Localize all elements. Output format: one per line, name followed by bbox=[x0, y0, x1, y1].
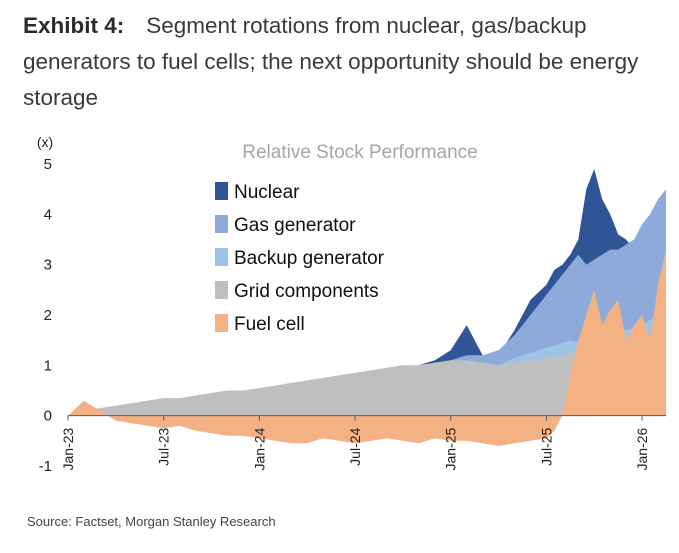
legend-swatch bbox=[215, 281, 228, 299]
y-tick-label: 3 bbox=[44, 257, 52, 274]
exhibit-header: Exhibit 4: Segment rotations from nuclear… bbox=[23, 8, 673, 116]
legend-label: Nuclear bbox=[234, 182, 300, 203]
x-tick-label: Jul-24 bbox=[347, 427, 363, 465]
y-tick-label: 1 bbox=[44, 357, 52, 374]
legend-swatch bbox=[215, 248, 228, 266]
legend-label: Fuel cell bbox=[234, 314, 305, 335]
y-tick-label: 2 bbox=[44, 307, 52, 324]
y-tick-label: 5 bbox=[44, 156, 52, 173]
legend-label: Grid components bbox=[234, 281, 379, 302]
x-tick-label: Jan-26 bbox=[634, 427, 650, 470]
x-tick-label: Jul-23 bbox=[156, 427, 172, 465]
x-tick-label: Jul-25 bbox=[538, 427, 554, 465]
legend-swatch bbox=[215, 215, 228, 233]
exhibit-title: Segment rotations from nuclear, gas/back… bbox=[23, 13, 639, 110]
legend-swatch bbox=[215, 182, 228, 200]
chart-title: Relative Stock Performance bbox=[242, 142, 478, 163]
legend-label: Gas generator bbox=[234, 215, 356, 236]
y-tick-label: 4 bbox=[44, 206, 52, 223]
y-tick-label: 0 bbox=[44, 408, 52, 425]
x-tick-label: Jan-23 bbox=[60, 427, 76, 470]
legend: Nuclear Gas generator Backup generator Grid… bbox=[215, 182, 385, 335]
x-tick-label: Jan-25 bbox=[443, 427, 459, 470]
y-axis-label: (x) bbox=[37, 134, 53, 150]
source-note: Source: Factset, Morgan Stanley Research bbox=[27, 514, 276, 529]
legend-swatch bbox=[215, 314, 228, 332]
exhibit-label: Exhibit 4: bbox=[23, 13, 125, 38]
axes: 5 4 3 2 1 0 -1 Jan-23 Jul-23 Jan-24 Jul-24 Jan-25 Ju… bbox=[39, 156, 666, 475]
series-areas bbox=[68, 169, 666, 446]
x-tick-label: Jan-24 bbox=[251, 427, 267, 470]
area-grid-components bbox=[68, 327, 666, 416]
legend-label: Backup generator bbox=[234, 248, 385, 269]
y-tick-label: -1 bbox=[39, 458, 52, 475]
